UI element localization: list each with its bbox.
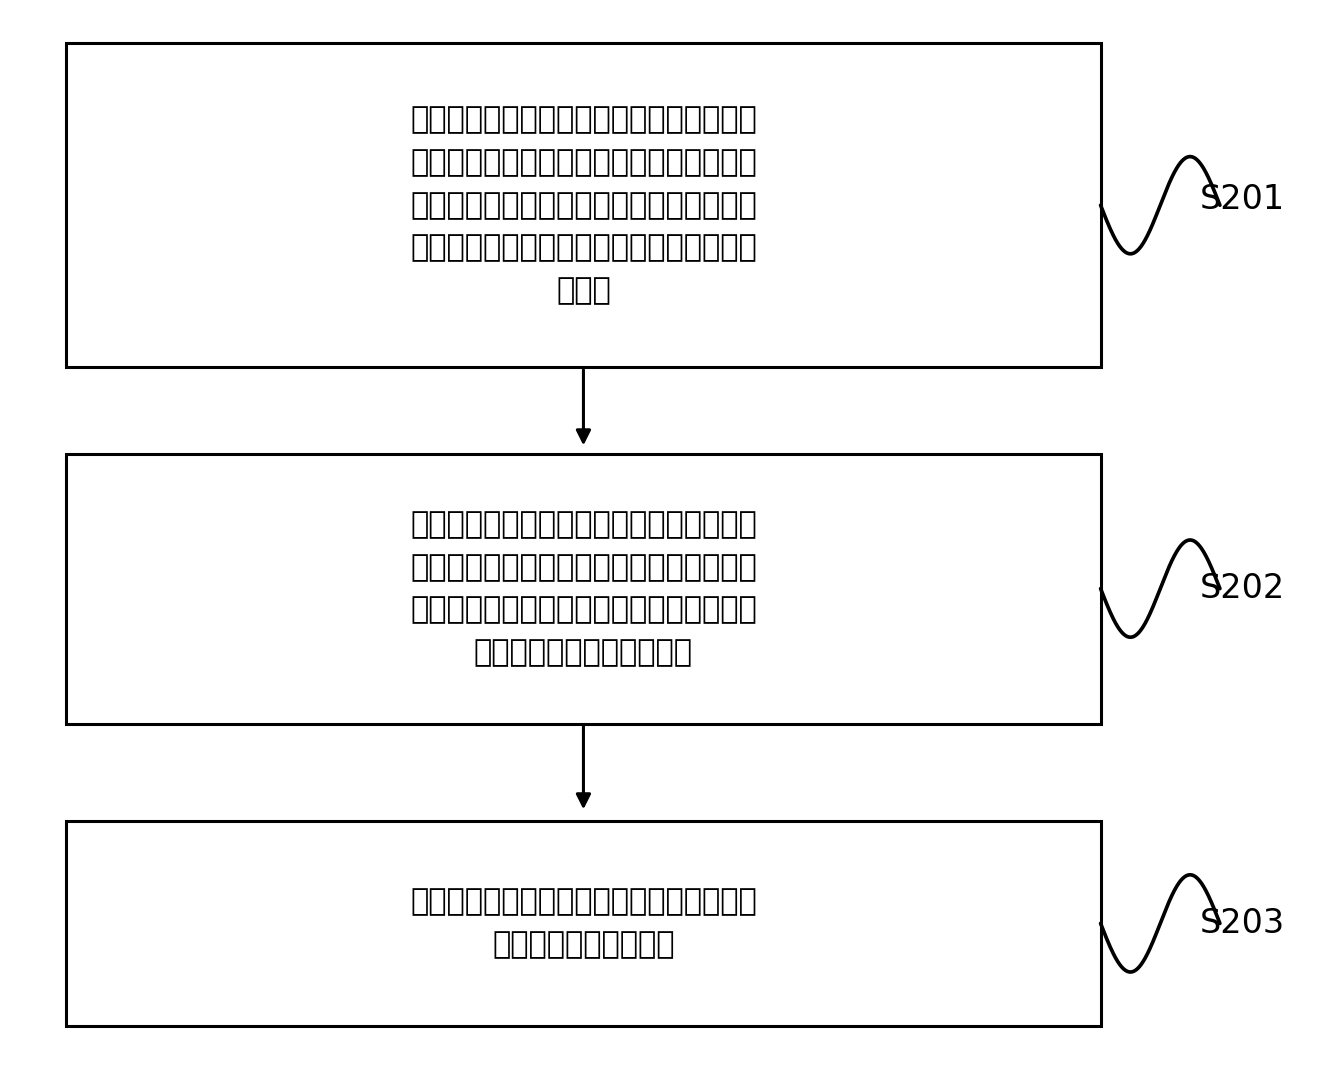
- Text: 接收所述至少一个提供方中的至少一个目标
提供方响应于所述需求方发起的目标数据汇
聚任务上传的待汇聚数据；所述目标提供方
为所述目标数据汇聚任务中要求上传数据的
: 接收所述至少一个提供方中的至少一个目标 提供方响应于所述需求方发起的目标数据汇 …: [410, 105, 757, 306]
- Text: S201: S201: [1200, 184, 1285, 216]
- FancyBboxPatch shape: [66, 821, 1101, 1026]
- Text: 将接收的所述待汇聚数据提供至所述需求方
质量检测模块，使所述需求方质量检测模块
按照所述目标数据汇聚任务的质量规则对所
述待汇聚数据进行质量检测: 将接收的所述待汇聚数据提供至所述需求方 质量检测模块，使所述需求方质量检测模块 …: [410, 510, 757, 667]
- Text: S203: S203: [1200, 907, 1285, 940]
- Text: S202: S202: [1200, 572, 1285, 605]
- FancyBboxPatch shape: [66, 43, 1101, 367]
- Text: 将通过所述质量检测的待汇聚数据写入所述
需求方的目的数据库中: 将通过所述质量检测的待汇聚数据写入所述 需求方的目的数据库中: [410, 888, 757, 959]
- FancyBboxPatch shape: [66, 454, 1101, 724]
